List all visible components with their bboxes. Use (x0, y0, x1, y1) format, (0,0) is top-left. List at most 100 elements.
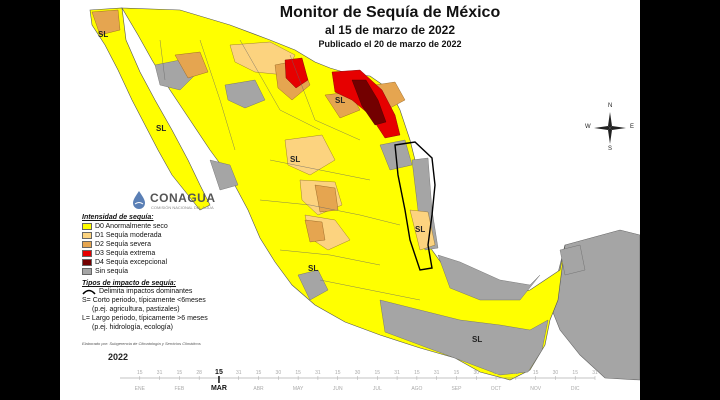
timeline-month-label[interactable]: MAY (293, 386, 304, 392)
map-label-sl: SL (98, 30, 109, 39)
legend-label: D4 Sequía excepcional (95, 259, 167, 266)
timeline-month-label[interactable]: DIC (571, 386, 580, 392)
baja-california (89, 7, 211, 211)
map-label-sl: SL (290, 155, 301, 164)
legend-item: D1 Sequía moderada (82, 231, 302, 240)
timeline-month-label[interactable]: AGO (411, 386, 422, 392)
timeline-day-tick[interactable]: 15 (177, 370, 183, 376)
timeline-day-tick[interactable]: 31 (157, 370, 163, 376)
timeline: 2022 15 31 15 28 15 31 15 30 15 31 15 30 15 31 15 31 15 3… (100, 352, 600, 398)
sin-sequia-gulf-coast (411, 157, 439, 251)
legend-label: Sin sequía (95, 268, 129, 275)
timeline-axis: 15 31 15 28 15 31 15 30 15 31 15 30 15 31 15 31 15 30 15 31… (120, 369, 598, 392)
timeline-month-label[interactable]: ENE (135, 386, 146, 392)
map-date: al 15 de marzo de 2022 (324, 23, 456, 37)
timeline-day-tick[interactable]: 15 (493, 370, 499, 376)
timeline-year: 2022 (108, 352, 129, 362)
timeline-month-label[interactable]: ABR (253, 386, 264, 392)
legend-long-term: L= Largo periodo, típicamente >6 meses (82, 315, 208, 322)
conagua-emblem-icon (133, 191, 145, 209)
d1-patch-center (284, 134, 336, 176)
legend-swatch (82, 241, 92, 248)
legend-label: D3 Sequía extrema (95, 250, 156, 257)
conagua-logo: CONAGUA COMISIÓN NACIONAL DEL AGUA (130, 190, 240, 214)
credit-text: Elaborado por: Subgerencia de Climatolog… (82, 341, 201, 346)
sin-sequia-sinaloa (209, 159, 239, 191)
compass-east: E (630, 124, 635, 130)
legend-item: D0 Anormalmente seco (82, 222, 302, 231)
map-legend: Intensidad de sequía: D0 Anormalmente se… (82, 214, 302, 332)
timeline-selected-day[interactable]: 15 (215, 369, 223, 376)
timeline-month-label[interactable]: FEB (175, 386, 185, 392)
conagua-logo-text: CONAGUA (150, 191, 216, 205)
timeline-day-tick[interactable]: 15 (572, 370, 578, 376)
d2-patch-zacatecas (314, 184, 339, 213)
legend-item: D2 Sequía severa (82, 240, 302, 249)
d3-patch-chihuahua (284, 57, 309, 89)
state-borders (159, 39, 421, 301)
sin-sequia-veracruz (437, 254, 541, 301)
map-published-date: Publicado el 20 de marzo de 2022 (318, 39, 462, 49)
timeline-day-tick[interactable]: 15 (335, 370, 341, 376)
timeline-day-tick[interactable]: 31 (434, 370, 440, 376)
legend-swatch (82, 259, 92, 266)
timeline-month-label[interactable]: SEP (451, 386, 462, 392)
timeline-day-tick[interactable]: 30 (276, 370, 282, 376)
timeline-month-label[interactable]: NOV (530, 386, 542, 392)
conagua-logo-subtitle: COMISIÓN NACIONAL DEL AGUA (151, 205, 214, 210)
mexico-drought-map (89, 7, 640, 381)
legend-label: Delimita impactos dominantes (99, 288, 193, 295)
timeline-day-tick[interactable]: 30 (473, 370, 479, 376)
sin-sequia-yucatan-west (559, 244, 586, 276)
timeline-day-tick[interactable]: 15 (295, 370, 301, 376)
timeline-month-label[interactable]: OCT (491, 386, 502, 392)
compass-rose: N S W E (585, 103, 634, 152)
timeline-day-tick[interactable]: 15 (414, 370, 420, 376)
compass-north: N (608, 103, 613, 109)
legend-short-term-example: (p.ej. agricultura, pastizales) (92, 306, 180, 313)
drought-monitor-panel: Monitor de Sequía de México al 15 de mar… (60, 0, 640, 400)
compass-south: S (608, 146, 613, 152)
timeline-day-tick[interactable]: 31 (315, 370, 321, 376)
compass-west: W (585, 124, 591, 130)
legend-label: D0 Anormalmente seco (95, 223, 168, 230)
legend-long-term-example: (p.ej. hidrología, ecología) (92, 324, 173, 331)
impact-boundary-line (394, 141, 436, 271)
timeline-day-tick[interactable]: 31 (592, 370, 598, 376)
timeline-month-label[interactable]: JUL (373, 386, 382, 392)
legend-short-term: S= Corto periodo, típicamente <6meses (82, 297, 206, 304)
timeline-day-tick[interactable]: 15 (137, 370, 143, 376)
timeline-day-tick[interactable]: 15 (533, 370, 539, 376)
sin-sequia-jalisco (297, 269, 329, 301)
d2-patch-bc (91, 9, 121, 36)
legend-swatch (82, 250, 92, 257)
timeline-day-tick[interactable]: 31 (236, 370, 242, 376)
compass-icon (594, 112, 626, 144)
timeline-selected-month[interactable]: MAR (211, 385, 227, 392)
d4-patch-nl (351, 79, 387, 126)
map-label-sl: SL (156, 124, 167, 133)
legend-item: D3 Sequía extrema (82, 249, 302, 258)
timeline-day-tick[interactable]: 31 (394, 370, 400, 376)
timeline-month-label[interactable]: JUN (333, 386, 343, 392)
map-title: Monitor de Sequía de México (279, 4, 501, 21)
legend-label: D1 Sequía moderada (95, 232, 162, 239)
legend-item: Sin sequía (82, 267, 302, 276)
legend-swatch (82, 223, 92, 230)
sin-sequia-chihuahua (224, 79, 266, 109)
timeline-day-tick[interactable]: 31 (513, 370, 519, 376)
timeline-day-tick[interactable]: 30 (553, 370, 559, 376)
legend-label: D2 Sequía severa (95, 241, 152, 248)
legend-impact-line-item: Delimita impactos dominantes (82, 287, 302, 296)
timeline-day-tick[interactable]: 15 (256, 370, 262, 376)
map-title-block: Monitor de Sequía de México al 15 de mar… (240, 4, 540, 49)
map-label-sl: SL (335, 96, 346, 105)
legend-swatch (82, 268, 92, 275)
map-label-sl: SL (415, 225, 426, 234)
timeline-day-tick[interactable]: 28 (196, 370, 202, 376)
timeline-day-tick[interactable]: 15 (375, 370, 381, 376)
map-label-sl: SL (472, 335, 483, 344)
timeline-day-tick[interactable]: 15 (454, 370, 460, 376)
legend-impact-header: Tipos de impacto de sequía: (82, 280, 177, 287)
timeline-day-tick[interactable]: 30 (355, 370, 361, 376)
